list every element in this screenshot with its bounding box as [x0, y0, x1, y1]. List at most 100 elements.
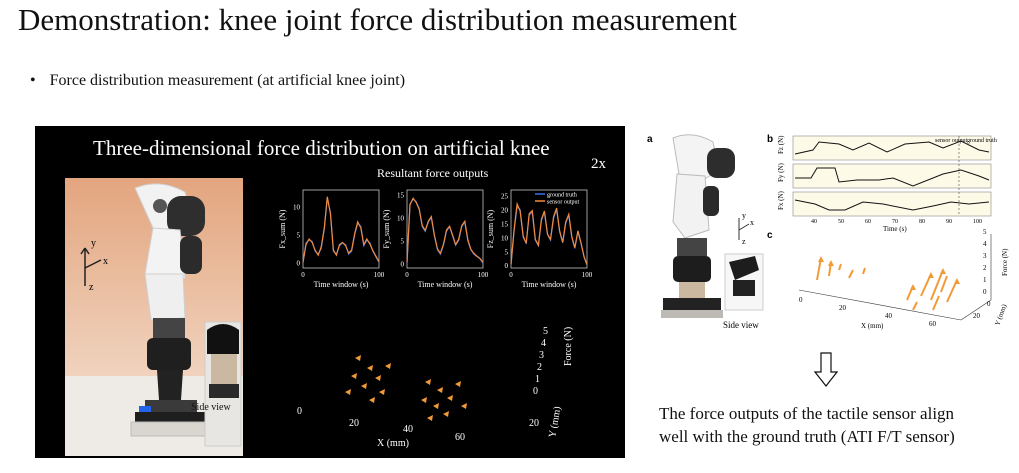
b-xtick: 50	[838, 219, 844, 225]
yaxis-label: Fz_sum (N)	[486, 209, 495, 248]
conclusion-line: well with the ground truth (ATI F/T sens…	[659, 427, 955, 446]
panel-a-label: a	[647, 134, 653, 145]
c-xlabel: X (mm)	[861, 322, 884, 330]
axis-y-label: y	[742, 211, 746, 220]
scatter-xtick: 0	[297, 406, 302, 417]
ytick-label: 15	[501, 220, 509, 228]
scatter-xtick: 20	[349, 418, 359, 429]
legend-label: ground truth	[547, 193, 577, 199]
scatter-ztick: 0	[533, 386, 538, 397]
b-xtick: 100	[973, 219, 982, 225]
c-ztick: 4	[983, 240, 987, 248]
xaxis-label: Time window (s)	[314, 280, 369, 289]
b-ylabel: Fz (N)	[777, 135, 785, 154]
scatter-xlabel: X (mm)	[377, 438, 409, 449]
c-ytick: 0	[987, 300, 991, 308]
c-zlabel: Force (N)	[1001, 248, 1009, 276]
ytick-label: 25	[501, 193, 509, 201]
b-xtick: 70	[892, 219, 898, 225]
ytick-label: 0	[297, 259, 301, 267]
axis-x-label: x	[750, 218, 754, 227]
ytick-label: 10	[501, 234, 509, 242]
scatter-xtick: 40	[403, 424, 413, 435]
b-xtick: 80	[919, 219, 925, 225]
axis-z-label: z	[89, 282, 94, 293]
yaxis-label: Fx_sum (N)	[278, 209, 287, 248]
ytick-label: 5	[505, 248, 509, 256]
xtick-label: 100	[374, 271, 385, 279]
plot-frame	[302, 189, 380, 269]
c-xtick: 20	[839, 304, 847, 312]
c-ylabel: Y (mm)	[993, 303, 1008, 327]
series-line-sensor-output	[302, 196, 380, 263]
axis-y-label: y	[91, 238, 96, 249]
fy-plot: 0 5 10 15 0 100 Time window (s) Fy_sum (N)	[382, 189, 489, 289]
paper-figure: a b c y x z Side view sensor output grou…	[647, 134, 1009, 330]
scatter-ztick: 2	[537, 362, 542, 373]
bullet-text: Force distribution measurement (at artif…	[49, 72, 406, 89]
robot-arm-photo: y x z Side view	[661, 134, 764, 330]
c-ytick: 20	[973, 312, 981, 320]
xtick-label: 0	[301, 271, 305, 279]
ytick-label: 0	[401, 260, 405, 268]
c-ztick: 2	[983, 264, 987, 272]
axis-x-label: x	[103, 256, 108, 267]
scatter-xtick: 60	[455, 432, 465, 443]
xaxis-label: Time window (s)	[522, 280, 577, 289]
scatter-ylabel: Y (mm)	[547, 406, 563, 439]
robot-knee-photo: y x z Side view	[65, 178, 243, 456]
ytick-label: 5	[401, 237, 405, 245]
panel-b-label: b	[767, 134, 773, 145]
c-ztick: 5	[983, 228, 987, 236]
bullet-symbol: •	[30, 72, 36, 89]
scatter-ztick: 3	[539, 350, 544, 361]
c-ztick: 0	[983, 288, 987, 296]
b-ylabel: Fy (N)	[777, 162, 785, 182]
ytick-label: 20	[501, 207, 509, 215]
b-xtick: 40	[811, 219, 817, 225]
b-legend-item: sensor output	[935, 138, 967, 144]
down-arrow-icon	[814, 352, 838, 387]
fz-plot: 0 5 10 15 20 25 0 100 Time window (s) Fz_sum (N) g…	[486, 189, 593, 289]
scatter-zlabel: Force (N)	[563, 327, 574, 366]
scatter-ztick: 1	[535, 374, 540, 385]
series-line-sensor-output	[510, 201, 588, 265]
ytick-label: 10	[397, 215, 405, 223]
video-panel[interactable]: Three-dimensional force distribution on …	[35, 126, 625, 458]
force-arrows-3d	[816, 257, 958, 311]
c-ztick: 1	[983, 276, 987, 284]
side-view-label: Side view	[723, 320, 759, 330]
video-title: Three-dimensional force distribution on …	[93, 136, 550, 160]
legend-label: sensor output	[547, 200, 579, 206]
c-xtick: 60	[929, 320, 937, 328]
scatter-ztick: 4	[541, 338, 546, 349]
speed-badge: 2x	[591, 156, 606, 172]
xtick-label: 100	[478, 271, 489, 279]
force-arrowheads	[818, 256, 960, 290]
ytick-label: 10	[293, 204, 301, 212]
b-xtick: 90	[946, 219, 952, 225]
c-xtick: 40	[885, 312, 893, 320]
ytick-label: 5	[297, 232, 301, 240]
plot-frame	[510, 189, 588, 269]
xtick-label: 0	[405, 271, 409, 279]
xaxis-label: Time window (s)	[418, 280, 473, 289]
c-xtick: 0	[799, 296, 803, 304]
ytick-label: 0	[505, 262, 509, 270]
b-legend-item: ground truth	[967, 138, 997, 144]
axis-z-label: z	[742, 237, 746, 246]
side-view-label: Side view	[191, 402, 231, 413]
slide-title: Demonstration: knee joint force distribu…	[18, 2, 737, 37]
c-ztick: 3	[983, 252, 987, 260]
series-line-ground-truth	[302, 198, 380, 263]
series-line-sensor-output	[406, 197, 484, 263]
b-xtick: 60	[865, 219, 871, 225]
conclusion-text: The force outputs of the tactile sensor …	[659, 402, 1009, 448]
b-ylabel: Fx (N)	[777, 190, 785, 210]
time-series-panels: sensor output ground truth Fz (N) Fy (N)…	[777, 135, 997, 233]
force-distribution-3d-plot: 0 20 40 60 X (mm) 20 Y (mm) 0 1 2 3 4 5 …	[297, 326, 574, 449]
ytick-label: 15	[397, 192, 405, 200]
resultant-title: Resultant force outputs	[377, 166, 489, 180]
b-xlabel: Time (s)	[883, 225, 907, 233]
